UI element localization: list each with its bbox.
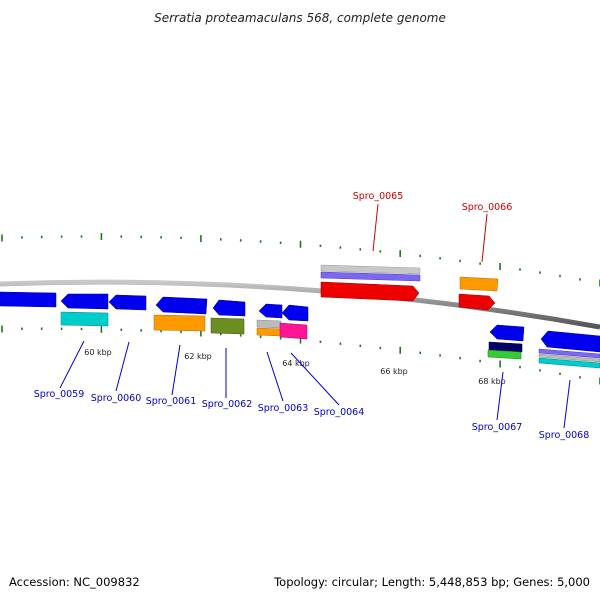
forward-leader-lines [372,203,488,263]
reverse-gene-spro-0060[interactable] [108,294,147,311]
outer-tick-track [1,233,600,287]
reverse-leader-lines [59,340,571,429]
reverse-gene-spro-0064[interactable] [279,304,309,340]
inner-tick-track [1,325,600,385]
gene-label-spro-0068[interactable]: Spro_0068 [539,430,590,441]
reverse-gene-spro-0061[interactable] [153,296,208,332]
gene-label-spro-0067[interactable]: Spro_0067 [472,422,523,433]
reverse-gene-spro-0059[interactable] [60,293,109,327]
forward-gene-spro-0065[interactable] [320,264,421,302]
accession-text: Accession: NC_009832 [9,575,140,589]
gene-label-spro-0061[interactable]: Spro_0061 [146,396,197,407]
gene-label-spro-0059[interactable]: Spro_0059 [34,389,85,400]
reverse-gene-spro-0063[interactable] [256,303,283,337]
scale-label-64kbp: 64 kbp [282,359,310,368]
genome-summary-text: Topology: circular; Length: 5,448,853 bp… [273,575,590,589]
reverse-gene-spro-0062[interactable] [210,299,246,335]
reverse-gene-block-left[interactable] [0,291,57,308]
scale-label-62kbp: 62 kbp [184,352,212,361]
genome-backbone [0,279,600,330]
forward-gene-spro-0066[interactable] [458,276,499,311]
scale-label-68kbp: 68 kbp [478,377,506,386]
gene-label-spro-0063[interactable]: Spro_0063 [258,403,309,414]
gene-label-spro-0064[interactable]: Spro_0064 [314,407,365,418]
gene-label-spro-0062[interactable]: Spro_0062 [202,399,253,410]
gene-label-spro-0066[interactable]: Spro_0066 [462,202,513,213]
reverse-gene-spro-0068[interactable] [538,330,600,369]
gene-label-spro-0060[interactable]: Spro_0060 [91,393,142,404]
gene-label-spro-0065[interactable]: Spro_0065 [353,191,404,202]
reverse-gene-spro-0067[interactable] [487,324,525,360]
scale-label-66kbp: 66 kbp [380,367,408,376]
scale-label-60kbp: 60 kbp [84,348,112,357]
map-title: Serratia proteamaculans 568, complete ge… [154,11,446,25]
